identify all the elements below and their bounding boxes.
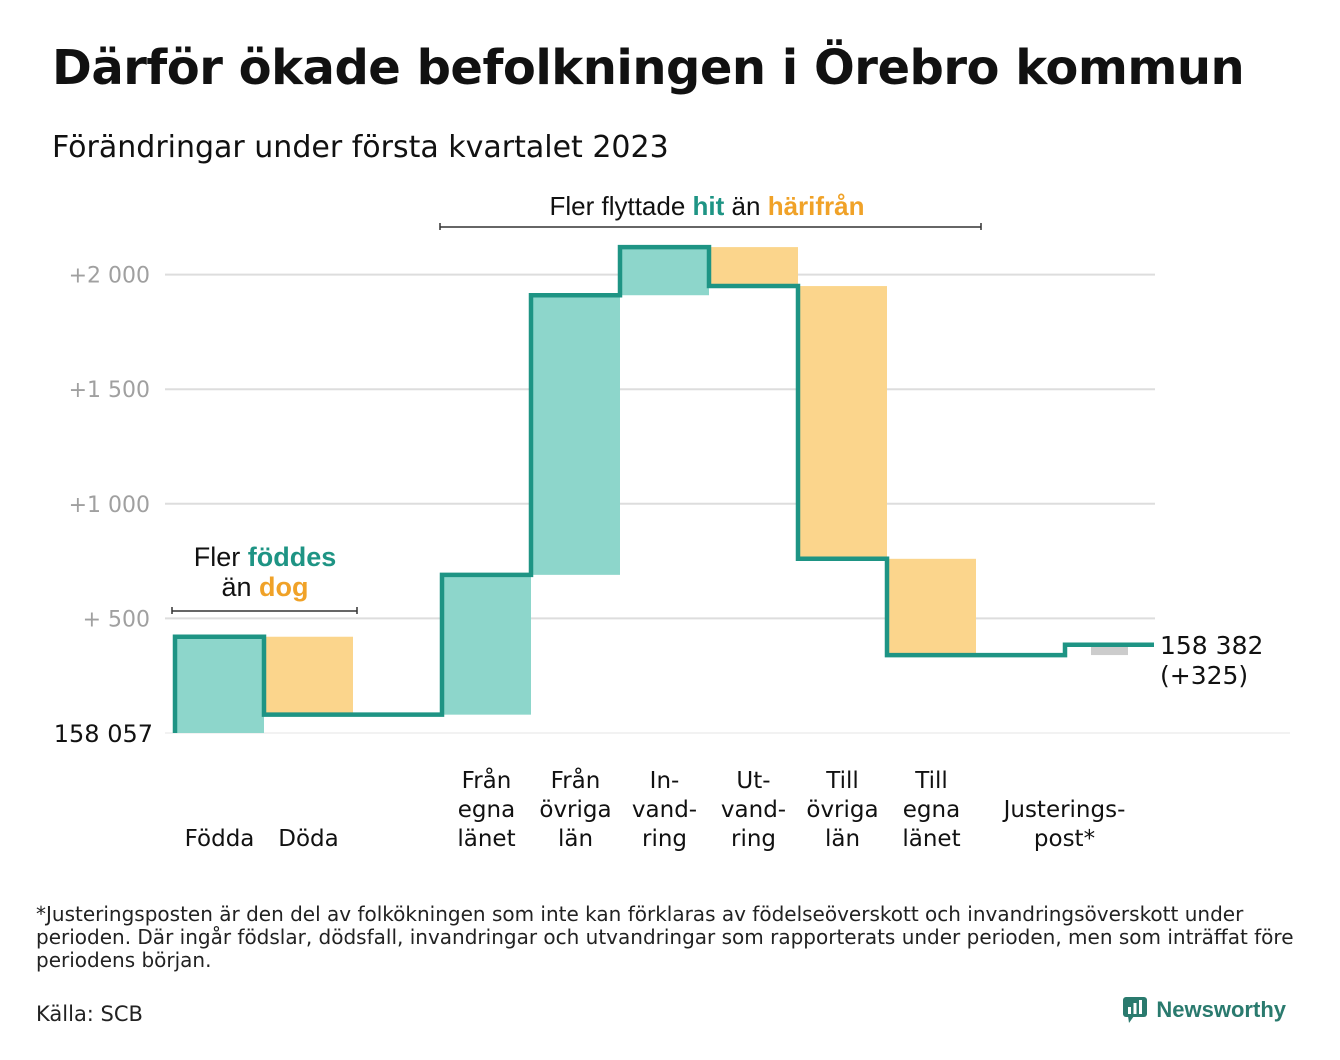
migration-bracket <box>439 223 982 230</box>
x-category-label: egna <box>903 797 960 823</box>
x-category-label: Justerings- <box>1002 797 1126 823</box>
x-category-label: övriga <box>539 797 611 823</box>
x-category-label: länet <box>457 826 515 852</box>
x-category-label: egna <box>458 797 515 823</box>
x-category-label: länet <box>902 826 960 852</box>
x-category-label: Födda <box>185 826 255 852</box>
bar <box>531 295 620 575</box>
y-tick-label: + 500 <box>83 607 150 632</box>
x-category-label: ring <box>642 826 687 852</box>
bar <box>442 574 531 715</box>
source-note: Källa: SCB <box>36 1002 143 1026</box>
footnote: *Justeringsposten är den del av folkökni… <box>36 902 1294 972</box>
x-category-label: Döda <box>278 826 338 852</box>
waterfall-chart: + 500 +1 000 +1 500 +2 000 Födda Döda Från egna… <box>54 191 1290 852</box>
bar <box>175 636 264 733</box>
y-tick-label: +1 500 <box>69 378 150 403</box>
migration-annotation: Fler flyttade hit än härifrån <box>549 191 864 221</box>
start-value-label: 158 057 <box>54 720 153 748</box>
bar <box>620 247 709 296</box>
births-annotation-line2: än dog <box>221 572 308 602</box>
x-category-label: Till <box>825 768 859 794</box>
x-category-label: vand- <box>721 797 786 823</box>
x-category-label: län <box>825 826 860 852</box>
births-annotation-line1: Fler föddes <box>194 542 337 572</box>
bar <box>709 247 798 287</box>
x-category-label: län <box>558 826 593 852</box>
x-category-label: Från <box>551 766 601 794</box>
x-category-label: vand- <box>632 797 697 823</box>
x-category-label: Till <box>914 768 948 794</box>
x-category-label: Från <box>462 766 512 794</box>
brand-logo: Newsworthy <box>1122 996 1286 1024</box>
end-change-label: (+325) <box>1160 661 1248 690</box>
chart-title: Därför ökade befolkningen i Örebro kommu… <box>52 40 1245 96</box>
x-category-label: ring <box>731 826 776 852</box>
bar <box>798 286 887 559</box>
y-tick-label: +1 000 <box>69 493 150 518</box>
bar <box>1091 644 1128 656</box>
chart-subtitle: Förändringar under första kvartalet 2023 <box>52 130 669 165</box>
x-category-label: övriga <box>806 797 878 823</box>
x-category-label: Ut- <box>736 768 770 794</box>
y-tick-label: +2 000 <box>69 264 150 289</box>
cumulative-step-line <box>172 244 1154 733</box>
brand-name: Newsworthy <box>1156 997 1286 1022</box>
births-bracket <box>171 607 358 614</box>
bar <box>264 636 353 715</box>
x-category-label: post* <box>1034 826 1095 852</box>
x-category-label: In- <box>650 768 680 794</box>
end-value-label: 158 382 <box>1160 631 1263 660</box>
bar <box>887 558 976 656</box>
bar-chart-speech-bubble-icon <box>1123 997 1148 1023</box>
